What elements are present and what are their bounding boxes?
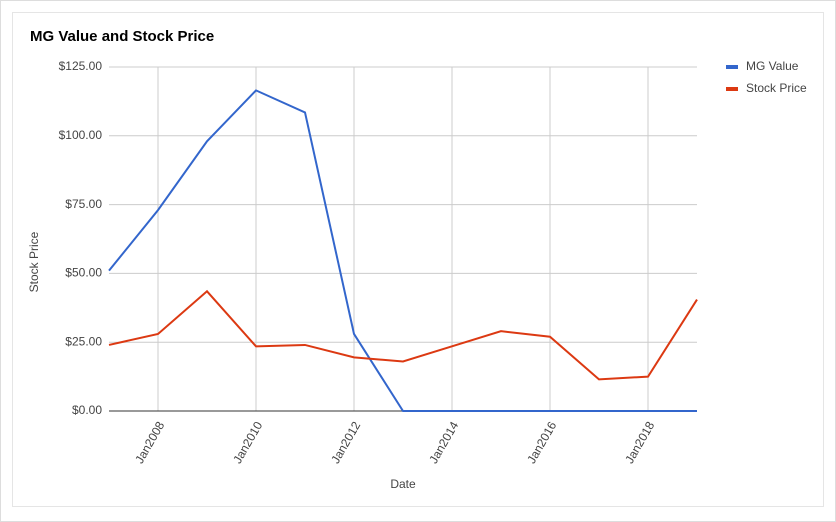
data-line <box>108 89 697 412</box>
y-axis-label: Stock Price <box>27 231 41 292</box>
chart-panel <box>12 12 824 507</box>
legend-label: Stock Price <box>746 81 807 95</box>
y-tick-label: $125.00 <box>59 59 103 73</box>
y-tick-label: $25.00 <box>65 334 102 348</box>
chart-title: MG Value and Stock Price <box>30 28 214 45</box>
data-line <box>108 289 698 381</box>
y-tick-label: $0.00 <box>72 403 102 417</box>
y-tick-label: $50.00 <box>65 266 102 280</box>
y-tick-label: $75.00 <box>65 197 102 211</box>
y-tick-label: $100.00 <box>59 128 103 142</box>
legend-label: MG Value <box>746 59 799 73</box>
x-axis-label: Date <box>390 477 416 491</box>
